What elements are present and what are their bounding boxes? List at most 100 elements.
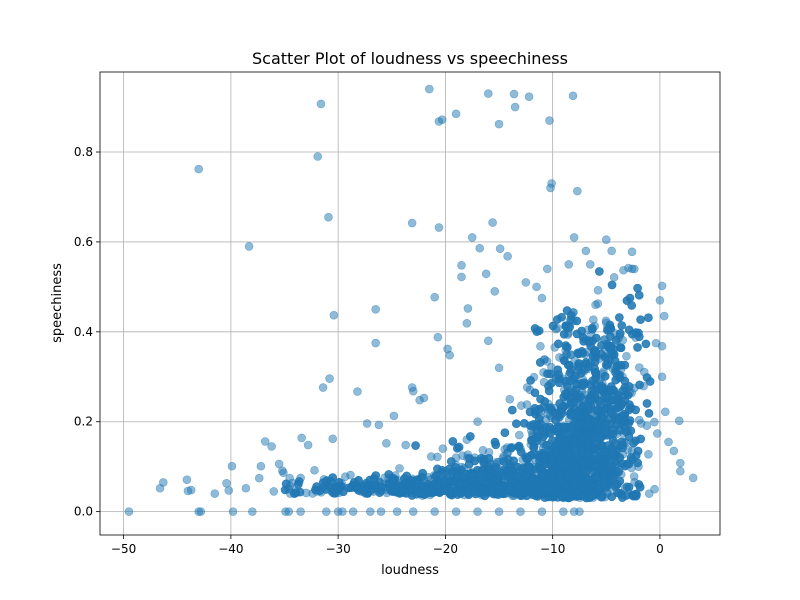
data-point: [676, 458, 685, 468]
data-point: [644, 313, 653, 323]
data-point: [588, 325, 597, 334]
data-point: [615, 329, 625, 338]
data-point: [624, 418, 634, 428]
data-point: [555, 399, 565, 408]
data-point: [607, 280, 617, 290]
data-point: [593, 473, 602, 482]
data-point: [568, 91, 578, 101]
data-point: [395, 464, 404, 473]
data-point: [607, 492, 617, 502]
data-point: [547, 454, 557, 464]
data-point: [505, 485, 515, 495]
data-point: [622, 351, 631, 361]
data-point: [504, 455, 513, 464]
data-point: [523, 462, 533, 472]
data-point: [536, 341, 545, 351]
data-point: [552, 422, 562, 432]
data-point: [537, 507, 547, 516]
data-point: [457, 272, 466, 282]
data-point: [659, 311, 669, 321]
data-point: [402, 471, 412, 481]
data-point: [196, 507, 206, 516]
data-point: [546, 183, 555, 193]
data-point: [607, 407, 616, 417]
data-point: [615, 343, 625, 352]
data-point: [318, 478, 328, 488]
data-point: [568, 435, 578, 445]
data-point: [408, 386, 418, 396]
data-point: [530, 388, 540, 398]
data-point: [581, 467, 591, 477]
data-point: [376, 482, 386, 492]
data-point: [374, 420, 384, 430]
data-point: [479, 454, 489, 464]
data-point: [437, 115, 447, 124]
data-point: [499, 465, 509, 475]
data-point: [664, 437, 673, 447]
data-point: [573, 186, 582, 196]
data-point: [571, 371, 580, 381]
data-point: [600, 447, 610, 457]
data-point: [590, 460, 600, 470]
data-point: [525, 421, 535, 430]
data-point: [604, 354, 613, 364]
data-point: [260, 437, 270, 446]
data-point: [559, 507, 568, 516]
data-point: [599, 411, 609, 421]
data-point: [536, 394, 545, 404]
data-point: [534, 432, 543, 441]
data-point: [635, 363, 644, 372]
data-point: [494, 363, 504, 373]
data-point: [627, 301, 637, 310]
data-point: [503, 251, 512, 261]
data-point: [427, 486, 436, 496]
data-point: [523, 454, 533, 463]
data-point: [312, 487, 321, 496]
data-point: [451, 453, 461, 462]
data-point: [227, 461, 237, 471]
data-point: [619, 265, 628, 275]
data-point: [303, 440, 313, 450]
data-point: [514, 482, 524, 492]
data-point: [592, 424, 602, 434]
data-point: [620, 390, 630, 400]
data-point: [382, 438, 391, 448]
data-point: [182, 475, 192, 485]
x-tick-label: −40: [218, 542, 243, 556]
data-point: [642, 373, 652, 382]
data-point: [636, 315, 645, 324]
data-point: [583, 449, 593, 458]
data-point: [457, 260, 466, 270]
data-point: [580, 349, 590, 359]
data-point: [456, 480, 465, 489]
data-point: [559, 453, 568, 462]
data-point: [617, 321, 627, 330]
data-point: [644, 489, 654, 498]
data-point: [448, 437, 458, 446]
data-point: [392, 507, 402, 516]
data-point: [617, 437, 627, 446]
data-point: [269, 487, 279, 496]
data-point: [398, 480, 407, 489]
data-point: [558, 492, 567, 502]
data-point: [674, 416, 684, 426]
data-point: [570, 405, 580, 414]
data-point: [430, 292, 439, 302]
data-point: [636, 419, 646, 428]
data-point: [652, 429, 662, 438]
data-point: [440, 475, 450, 485]
data-point: [578, 381, 587, 391]
data-point: [522, 400, 532, 409]
data-point: [676, 466, 685, 476]
data-point: [419, 475, 429, 485]
data-point: [469, 487, 479, 497]
data-point: [281, 479, 291, 489]
data-point: [483, 89, 493, 98]
data-point: [618, 493, 627, 502]
data-point: [310, 465, 319, 475]
data-point: [316, 99, 326, 109]
data-point: [500, 428, 510, 438]
data-point: [388, 487, 398, 496]
data-point: [562, 460, 571, 470]
